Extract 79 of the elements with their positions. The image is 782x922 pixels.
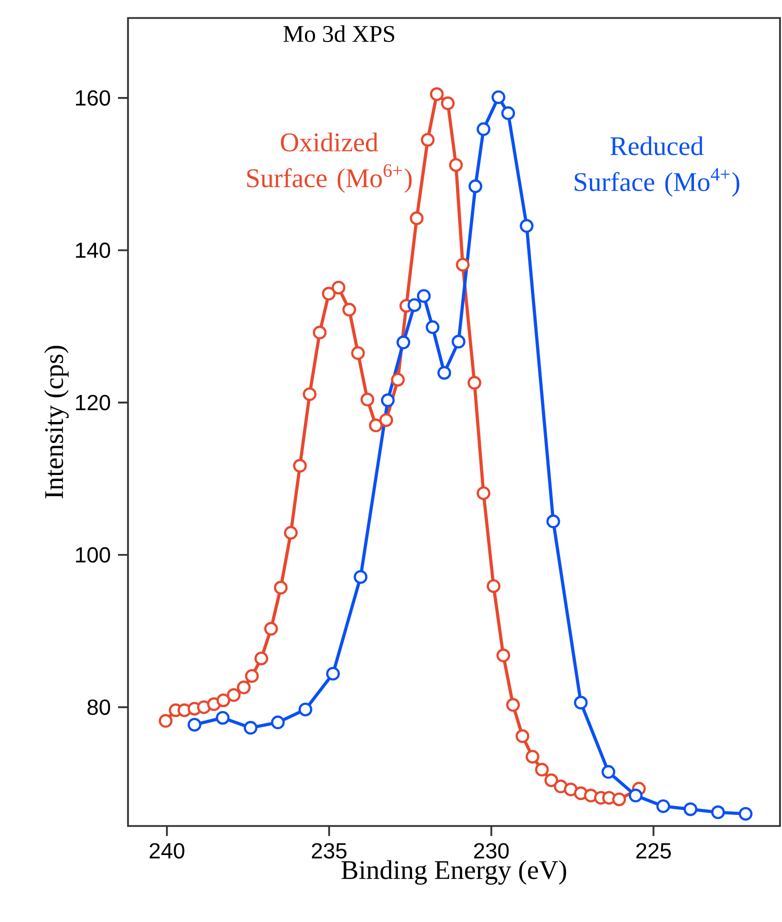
point	[245, 669, 259, 683]
point	[326, 666, 340, 681]
point	[738, 806, 752, 821]
point	[302, 387, 317, 402]
point	[322, 286, 336, 301]
point	[342, 302, 356, 317]
x-tick-label: 225	[636, 843, 671, 859]
point	[426, 320, 440, 334]
point	[244, 720, 258, 735]
point	[236, 680, 251, 694]
point	[420, 132, 435, 147]
point	[496, 648, 510, 662]
point	[456, 258, 470, 272]
point	[544, 773, 558, 788]
y-tick-label: 160	[76, 90, 110, 106]
point	[360, 392, 374, 406]
point	[554, 780, 568, 794]
x-tick-label: 235	[312, 843, 346, 859]
point	[293, 458, 307, 473]
point	[188, 718, 202, 732]
point	[526, 750, 540, 764]
point	[711, 805, 725, 820]
point	[492, 90, 506, 104]
point	[535, 762, 549, 777]
point	[468, 179, 482, 194]
point	[574, 696, 588, 710]
point	[452, 334, 466, 349]
point	[486, 579, 500, 593]
point	[612, 792, 626, 806]
point	[332, 280, 346, 294]
series-label: Reduced Surface (Mo$^{4+}$)	[574, 136, 740, 197]
point	[520, 219, 534, 233]
point	[216, 710, 230, 725]
y-tick-label: 140	[76, 242, 110, 258]
point	[391, 372, 405, 387]
point	[270, 716, 285, 730]
point	[410, 211, 424, 226]
point	[516, 729, 530, 744]
point	[408, 298, 422, 312]
point	[379, 413, 394, 427]
y-axis-title: Intensity (cps)	[44, 346, 69, 498]
point	[284, 526, 298, 540]
point	[312, 326, 327, 340]
y-tick-label: 100	[76, 547, 110, 563]
point	[254, 652, 268, 666]
x-tick-label: 230	[474, 843, 509, 859]
point	[476, 486, 490, 500]
point	[264, 622, 278, 636]
y-tick-label: 120	[76, 394, 110, 410]
point	[656, 799, 670, 814]
point	[226, 688, 241, 702]
point	[396, 336, 410, 350]
point	[468, 376, 482, 390]
point	[449, 158, 463, 172]
point	[440, 96, 455, 110]
point	[354, 570, 368, 584]
point	[351, 346, 365, 360]
point	[501, 106, 516, 120]
point	[476, 122, 490, 136]
point	[380, 393, 395, 408]
point	[546, 514, 560, 528]
point	[564, 782, 578, 796]
point	[216, 693, 230, 708]
point	[628, 788, 643, 802]
point	[298, 702, 312, 716]
point	[368, 418, 383, 432]
x-tick-label: 240	[150, 843, 184, 859]
x-axis-title: Binding Energy (eV)	[341, 860, 566, 885]
series-label: Oxidized Surface (Mo$^{6+}$)	[247, 132, 412, 193]
point	[437, 366, 452, 380]
point	[602, 765, 616, 779]
point	[506, 698, 520, 712]
point	[158, 714, 172, 728]
point	[430, 87, 444, 102]
y-tick-label: 80	[88, 699, 110, 715]
point	[684, 802, 698, 816]
point	[274, 580, 288, 595]
chart-title: Mo 3d XPS	[283, 25, 394, 42]
point	[416, 289, 431, 303]
